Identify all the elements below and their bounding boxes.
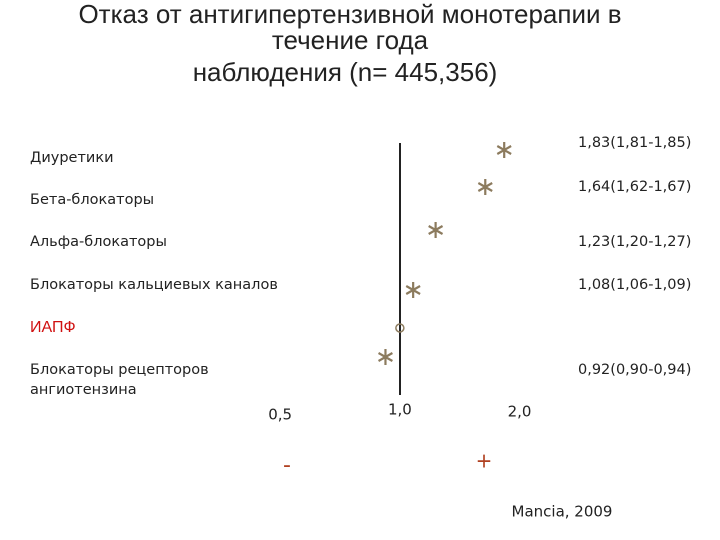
marker (477, 179, 493, 195)
marker (395, 323, 405, 333)
title-line: течение года (272, 25, 429, 55)
category-label: ИАПФ (30, 319, 76, 336)
x-tick-label: 2,0 (508, 403, 532, 421)
marker (377, 349, 393, 365)
category-label: Блокаторы рецепторов ангиотензина (30, 362, 209, 398)
category-label: Альфа-блокаторы (30, 234, 167, 250)
marker (428, 222, 444, 238)
plus-sign: + (476, 449, 493, 473)
marker (496, 142, 512, 158)
value-label: 1,08(1,06-1,09) (578, 277, 691, 293)
value-label: 1,83(1,81-1,85) (578, 135, 691, 151)
x-tick-label: 1,0 (388, 401, 412, 419)
source: Mancia, 2009 (512, 503, 613, 521)
category-label: Диуретики (30, 150, 114, 166)
title-line: наблюдения (n= 445,356) (193, 57, 498, 87)
minus-sign: - (283, 453, 291, 478)
category-label: Блокаторы кальциевых каналов (30, 277, 278, 293)
category-label: Бета-блокаторы (30, 192, 154, 208)
value-label: 0,92(0,90-0,94) (578, 362, 691, 378)
x-tick-label: 0,5 (268, 406, 292, 424)
title-line: Отказ от антигипертензивной монотерапии … (78, 0, 621, 29)
value-label: 1,23(1,20-1,27) (578, 234, 691, 250)
marker (405, 282, 421, 298)
value-label: 1,64(1,62-1,67) (578, 179, 691, 195)
